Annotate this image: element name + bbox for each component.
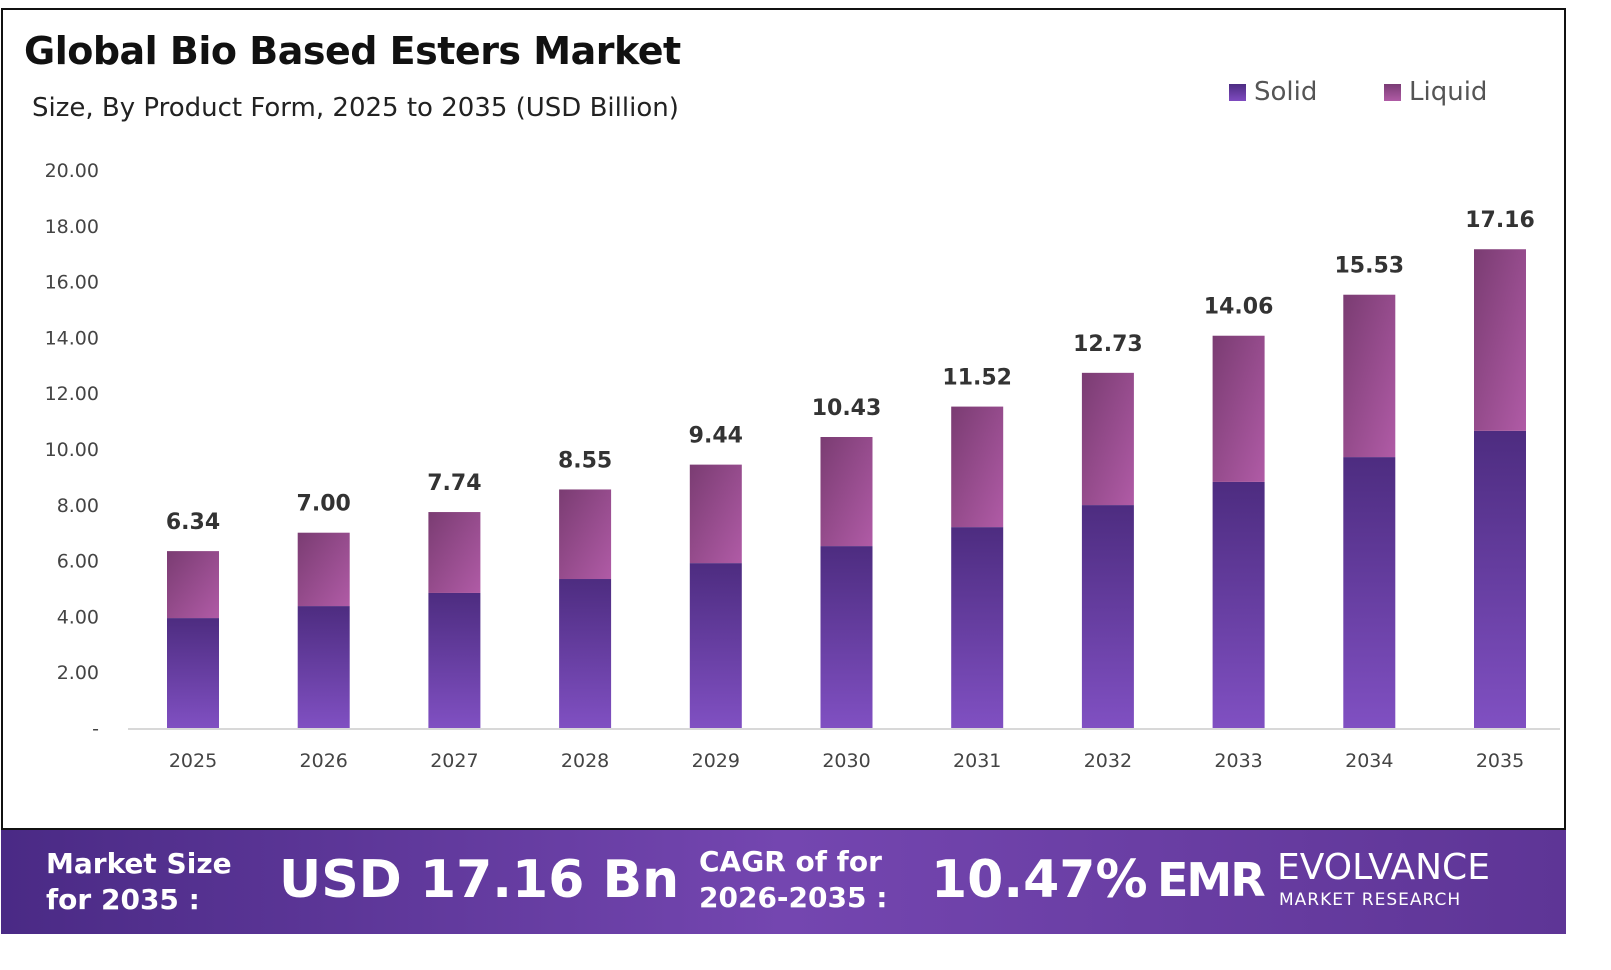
bar-liquid-2032 [1081, 372, 1134, 506]
data-label-total: 12.73 [1073, 332, 1143, 357]
cagr-label: CAGR of for 2026-2035 : [699, 844, 887, 916]
bar-solid-2032 [1081, 505, 1134, 728]
legend-item-liquid: Liquid [1384, 77, 1487, 107]
bar-solid-2026 [297, 606, 350, 728]
y-tick-label: 10.00 [45, 439, 99, 461]
x-tick-label: 2033 [1214, 750, 1262, 772]
data-label-total: 10.43 [812, 396, 882, 421]
bar-solid-2025 [167, 618, 219, 728]
legend-swatch-solid [1229, 83, 1246, 101]
data-label-total: 7.00 [297, 492, 351, 517]
bar-solid-2028 [559, 579, 612, 728]
bar-liquid-2031 [951, 406, 1004, 528]
x-tick-label: 2029 [692, 750, 740, 772]
data-label-total: 8.55 [558, 448, 612, 473]
cagr-value: 10.47% [931, 850, 1148, 910]
legend-label-liquid: Liquid [1409, 77, 1488, 107]
legend-item-solid: Solid [1229, 77, 1317, 107]
x-tick-label: 2027 [430, 750, 478, 772]
chart-frame [1, 8, 1566, 931]
chart-subtitle: Size, By Product Form, 2025 to 2035 (USD… [32, 93, 679, 123]
data-label-total: 14.06 [1204, 295, 1274, 320]
data-label-total: 9.44 [689, 424, 743, 449]
bar-solid-2033 [1212, 481, 1265, 728]
bar-liquid-2026 [297, 532, 350, 607]
bar-solid-2030 [820, 546, 873, 728]
x-tick-label: 2035 [1476, 750, 1524, 772]
brand-name: EVOLVANCE [1277, 847, 1490, 888]
y-tick-label: 20.00 [45, 160, 99, 182]
market-size-value: USD 17.16 Bn [279, 850, 680, 910]
x-tick-label: 2030 [822, 750, 870, 772]
x-tick-label: 2034 [1345, 750, 1393, 772]
bar-liquid-2033 [1212, 335, 1265, 482]
brand-subtitle: MARKET RESEARCH [1279, 890, 1462, 910]
emr-logo-icon: EMR [1157, 853, 1266, 907]
legend-swatch-liquid [1384, 83, 1401, 101]
bar-liquid-2035 [1474, 249, 1526, 431]
market-size-label-line2: for 2035 : [46, 883, 200, 916]
y-tick-label: 14.00 [45, 327, 99, 349]
y-tick-label: 8.00 [57, 495, 99, 517]
market-size-label: Market Size for 2035 : [46, 846, 232, 918]
market-size-label-line1: Market Size [46, 847, 232, 880]
data-label-total: 15.53 [1335, 254, 1405, 279]
bar-liquid-2030 [820, 437, 873, 547]
y-tick-label: 4.00 [57, 606, 99, 628]
legend-label-solid: Solid [1254, 77, 1318, 107]
y-tick-label: 12.00 [45, 383, 99, 405]
y-tick-label: 18.00 [45, 216, 99, 238]
bar-solid-2034 [1343, 457, 1396, 728]
bar-solid-2029 [689, 563, 742, 728]
bar-liquid-2029 [689, 464, 742, 564]
x-tick-label: 2028 [561, 750, 609, 772]
bar-liquid-2028 [559, 489, 612, 580]
y-tick-label: 6.00 [57, 551, 99, 573]
bar-solid-2031 [951, 527, 1004, 728]
cagr-label-line2: 2026-2035 : [699, 881, 888, 914]
bar-liquid-2034 [1343, 294, 1396, 458]
y-tick-label: - [92, 718, 99, 740]
footer-banner: Market Size for 2035 : USD 17.16 Bn CAGR… [1, 828, 1566, 934]
data-label-total: 11.52 [942, 366, 1012, 391]
bar-solid-2035 [1474, 430, 1526, 728]
data-label-total: 17.16 [1465, 208, 1535, 233]
x-tick-label: 2026 [300, 750, 348, 772]
data-label-total: 7.74 [427, 471, 481, 496]
cagr-label-line1: CAGR of for [699, 845, 882, 878]
x-tick-label: 2031 [953, 750, 1001, 772]
chart-title: Global Bio Based Esters Market [24, 29, 681, 73]
data-label-total: 6.34 [166, 510, 220, 535]
bar-liquid-2027 [428, 512, 481, 593]
x-tick-label: 2032 [1084, 750, 1132, 772]
y-tick-label: 16.00 [45, 272, 99, 294]
y-tick-label: 2.00 [57, 662, 99, 684]
x-tick-label: 2025 [169, 750, 217, 772]
bar-solid-2027 [428, 592, 481, 728]
bar-liquid-2025 [167, 551, 219, 619]
